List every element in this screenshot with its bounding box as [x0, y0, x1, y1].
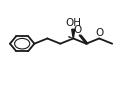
Text: O: O — [95, 28, 104, 38]
Text: O: O — [74, 25, 82, 35]
Polygon shape — [72, 29, 75, 39]
Text: OH: OH — [65, 18, 81, 28]
